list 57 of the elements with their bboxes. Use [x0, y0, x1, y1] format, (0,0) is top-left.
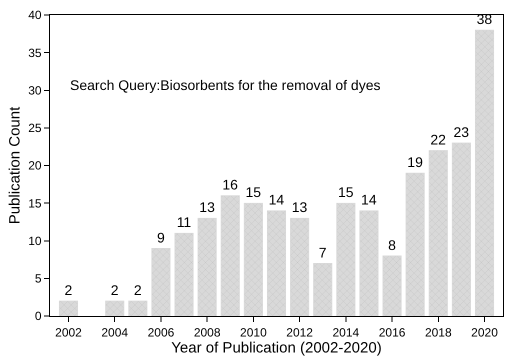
data-label: 2 — [110, 282, 119, 298]
x-tick-label: 2008 — [194, 325, 221, 340]
bar — [220, 195, 240, 316]
bar — [266, 210, 286, 316]
x-tick-label: 2014 — [332, 325, 360, 340]
x-tick-label: 2020 — [471, 325, 498, 340]
bar — [128, 300, 148, 316]
bar — [406, 172, 425, 316]
bar — [359, 210, 378, 316]
x-axis-title: Year of Publication (2002-2020) — [171, 339, 382, 356]
x-tick-label: 2004 — [101, 325, 128, 340]
data-label: 19 — [407, 154, 424, 170]
y-tick-label: 40 — [28, 8, 42, 22]
y-tick-label: 5 — [34, 272, 42, 286]
annotation: Search Query:Biosorbents for the removal of dyes — [70, 77, 380, 93]
bar — [105, 300, 124, 316]
bar — [290, 218, 310, 316]
data-label: 14 — [268, 192, 284, 208]
bar — [244, 202, 263, 316]
bar — [474, 30, 494, 316]
bar — [313, 263, 332, 316]
x-tick-label: 2002 — [55, 325, 82, 340]
data-label: 7 — [318, 244, 327, 260]
y-tick-label: 20 — [28, 158, 42, 173]
data-label: 15 — [338, 184, 354, 200]
bar — [198, 218, 217, 316]
data-label: 16 — [222, 176, 238, 193]
data-label: 14 — [361, 192, 377, 208]
data-label: 13 — [292, 199, 308, 216]
bar — [174, 232, 194, 316]
y-axis-title: Publication Count — [6, 106, 24, 224]
data-label: 9 — [156, 229, 165, 246]
y-tick-label: 15 — [28, 196, 42, 210]
data-label: 11 — [176, 214, 192, 230]
x-tick-label: 2016 — [378, 325, 406, 340]
y-tick-label: 10 — [28, 234, 42, 248]
bar — [382, 256, 402, 316]
y-tick-label: 35 — [28, 46, 42, 60]
x-tick-label: 2012 — [286, 325, 314, 340]
y-tick-label: 0 — [34, 309, 42, 324]
data-label: 8 — [388, 236, 396, 253]
data-label: 2 — [134, 282, 142, 298]
bar — [428, 150, 448, 316]
y-tick-label: 25 — [28, 121, 42, 136]
bar — [58, 300, 78, 316]
x-tick-label: 2010 — [240, 325, 268, 340]
x-tick-label: 2018 — [424, 325, 452, 340]
data-label: 15 — [245, 184, 262, 200]
bar — [151, 248, 170, 316]
data-label: 13 — [199, 199, 216, 216]
bar — [336, 202, 356, 316]
data-label: 2 — [64, 282, 72, 298]
y-tick-label: 30 — [28, 83, 42, 98]
bar — [452, 142, 471, 316]
data-label: 23 — [454, 124, 470, 140]
x-tick-label: 2006 — [148, 325, 175, 340]
data-label: 22 — [430, 131, 446, 148]
